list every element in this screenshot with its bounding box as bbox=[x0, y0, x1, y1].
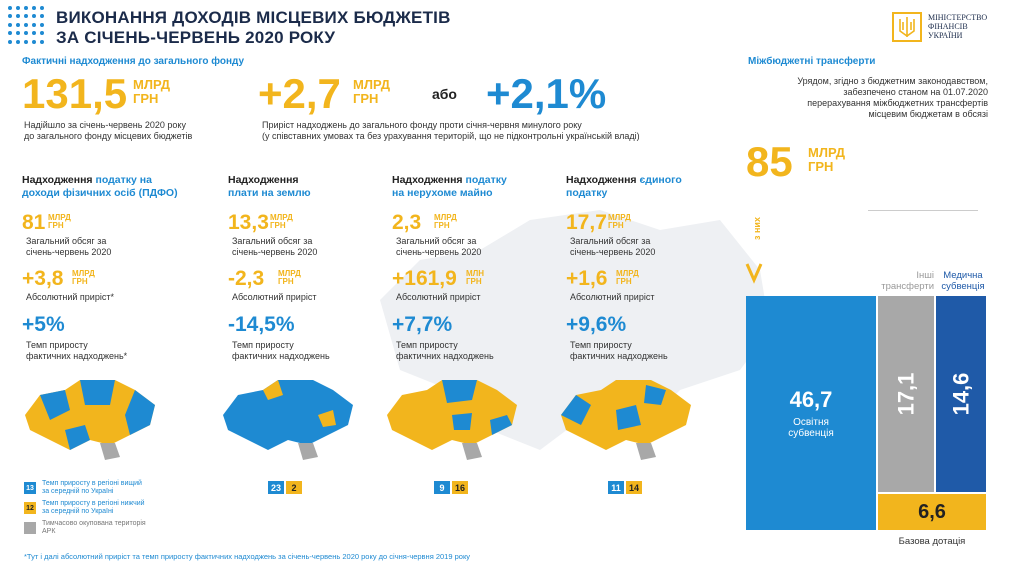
column-total-unit: МЛРД ГРН bbox=[270, 213, 293, 230]
column-abs-growth: +1,6 bbox=[566, 267, 608, 290]
base-value: 6,6 bbox=[918, 500, 946, 523]
column-total: 13,3 bbox=[228, 211, 269, 234]
column-abs-growth: +3,8 bbox=[22, 267, 64, 290]
column-total-unit: МЛРД ГРН bbox=[48, 213, 71, 230]
column-total-unit: МЛРД ГРН bbox=[608, 213, 631, 230]
transfers-total-unit: МЛРД ГРН bbox=[808, 145, 846, 174]
badge-blue: 9 bbox=[434, 481, 450, 494]
badge-blue: 11 bbox=[608, 481, 624, 494]
trident-icon bbox=[899, 17, 915, 37]
general-fund-growth: +2,7 bbox=[258, 70, 341, 117]
legend-item-occupied: Тимчасово окупована територія АРК bbox=[24, 520, 146, 536]
column-total-unit: МЛРД ГРН bbox=[434, 213, 457, 230]
edu-subvention-block: 46,7 Освітня субвенція bbox=[746, 296, 876, 530]
other-transfers-label: Інші трансферти bbox=[881, 270, 934, 292]
column-total: 81 bbox=[22, 211, 46, 234]
column-growth-pct: -14,5% bbox=[228, 313, 295, 336]
badge-yellow: 16 bbox=[452, 481, 468, 494]
badges-single-tax: 11 14 bbox=[608, 481, 642, 494]
arrow-down-icon bbox=[745, 263, 763, 284]
map-land bbox=[223, 380, 353, 460]
general-fund-growth-desc: Приріст надходжень до загального фонду п… bbox=[262, 120, 640, 141]
general-fund-growth-unit: МЛРД ГРН bbox=[353, 77, 391, 106]
column-pct-label: Темп приросту фактичних надходжень bbox=[232, 340, 330, 361]
column-total: 2,3 bbox=[392, 211, 422, 234]
map-pdfo bbox=[25, 380, 155, 460]
title-line-1: ВИКОНАННЯ ДОХОДІВ МІСЦЕВИХ БЮДЖЕТІВ bbox=[56, 8, 451, 27]
column-total-label: Загальний обсяг за січень-червень 2020 bbox=[570, 236, 656, 257]
general-fund-total-desc: Надійшло за січень-червень 2020 року до … bbox=[24, 120, 193, 141]
of-them-label: з них bbox=[752, 217, 762, 240]
badge-blue: 23 bbox=[268, 481, 284, 494]
column-growth-pct: +9,6% bbox=[566, 313, 627, 336]
map-single-tax bbox=[561, 380, 691, 460]
column-abs-label: Абсолютний приріст* bbox=[26, 292, 114, 302]
ministry-logo bbox=[892, 12, 922, 42]
column-heading: Надходження єдиного податку bbox=[566, 174, 682, 199]
column-total: 17,7 bbox=[566, 211, 607, 234]
column-abs-label: Абсолютний приріст bbox=[396, 292, 481, 302]
column-abs-growth: -2,3 bbox=[228, 267, 265, 290]
badge-yellow: 14 bbox=[626, 481, 642, 494]
transfers-total: 85 bbox=[746, 138, 793, 185]
divider bbox=[868, 210, 978, 211]
general-fund-subtitle: Фактичні надходження до загального фонду bbox=[22, 56, 245, 67]
other-value: 17,1 bbox=[892, 372, 918, 416]
badges-property: 9 16 bbox=[434, 481, 468, 494]
legend-item-higher: 13 Темп приросту в регіоні вищий за сере… bbox=[24, 480, 146, 496]
column-growth-pct: +7,7% bbox=[392, 313, 453, 336]
edu-value: 46,7 bbox=[789, 387, 833, 412]
page-title: ВИКОНАННЯ ДОХОДІВ МІСЦЕВИХ БЮДЖЕТІВ ЗА С… bbox=[56, 8, 451, 48]
column-abs-unit: МЛРД ГРН bbox=[278, 269, 301, 286]
column-heading: Надходження податку на нерухоме майно bbox=[392, 174, 507, 199]
legend-item-lower: 12 Темп приросту в регіоні нижчий за сер… bbox=[24, 500, 146, 516]
medical-value: 14,6 bbox=[947, 372, 973, 416]
title-line-2: ЗА СІЧЕНЬ-ЧЕРВЕНЬ 2020 РОКУ bbox=[56, 28, 336, 47]
column-abs-unit: МЛРД ГРН bbox=[616, 269, 639, 286]
map-property bbox=[387, 380, 517, 460]
medical-subvention-block: 14,6 bbox=[936, 296, 986, 492]
column-abs-unit: МЛН ГРН bbox=[466, 269, 485, 286]
or-label: або bbox=[432, 86, 457, 102]
column-total-label: Загальний обсяг за січень-червень 2020 bbox=[232, 236, 318, 257]
base-grant-block: 6,6 bbox=[878, 494, 986, 530]
transfers-desc: Урядом, згідно з бюджетним законодавство… bbox=[797, 76, 988, 119]
legend: 13 Темп приросту в регіоні вищий за сере… bbox=[24, 480, 146, 536]
column-growth-pct: +5% bbox=[22, 313, 65, 336]
decorative-dots bbox=[8, 6, 48, 46]
general-fund-total-unit: МЛРД ГРН bbox=[133, 77, 171, 106]
column-heading: Надходження плати на землю bbox=[228, 174, 311, 199]
general-fund-growth-pct: +2,1% bbox=[486, 70, 607, 117]
column-pct-label: Темп приросту фактичних надходжень bbox=[570, 340, 668, 361]
column-pct-label: Темп приросту фактичних надходжень* bbox=[26, 340, 128, 361]
column-abs-growth: +161,9 bbox=[392, 267, 457, 290]
column-pct-label: Темп приросту фактичних надходжень bbox=[396, 340, 494, 361]
column-total-label: Загальний обсяг за січень-червень 2020 bbox=[396, 236, 482, 257]
transfers-subtitle: Міжбюджетні трансферти bbox=[748, 56, 876, 67]
other-transfers-block: 17,1 bbox=[878, 296, 934, 492]
general-fund-total: 131,5 bbox=[22, 70, 128, 117]
column-abs-label: Абсолютний приріст bbox=[232, 292, 317, 302]
column-abs-unit: МЛРД ГРН bbox=[72, 269, 95, 286]
ministry-name: МІНІСТЕРСТВО ФІНАНСІВ УКРАЇНИ bbox=[928, 13, 988, 40]
badge-yellow: 2 bbox=[286, 481, 302, 494]
column-heading: Надходження податку на доходи фізичних о… bbox=[22, 174, 178, 199]
base-grant-label: Базова дотація bbox=[898, 536, 966, 547]
column-total-label: Загальний обсяг за січень-червень 2020 bbox=[26, 236, 112, 257]
medical-label: Медична субвенція bbox=[941, 270, 985, 292]
column-abs-label: Абсолютний приріст bbox=[570, 292, 655, 302]
footnote: *Тут і далі абсолютний приріст та темп п… bbox=[24, 552, 471, 561]
badges-land: 23 2 bbox=[268, 481, 302, 494]
